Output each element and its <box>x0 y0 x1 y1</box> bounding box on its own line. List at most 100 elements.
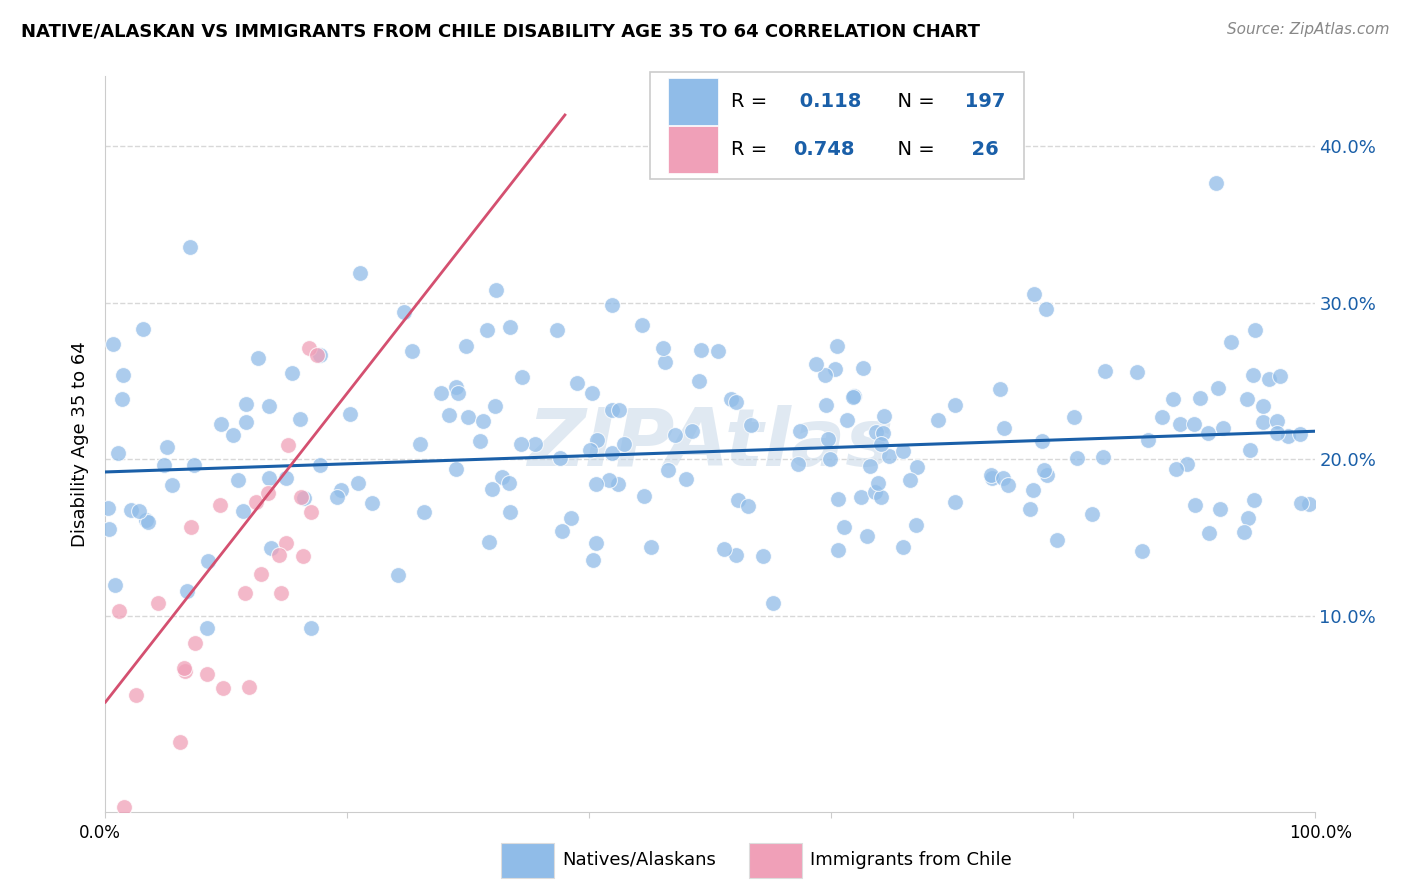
Point <box>509 437 531 451</box>
Point <box>1236 392 1258 406</box>
Point <box>1243 492 1265 507</box>
Point <box>183 458 205 472</box>
Point <box>863 485 886 500</box>
Point <box>446 462 468 476</box>
Point <box>179 240 201 254</box>
Point <box>877 449 900 463</box>
Point <box>235 415 257 429</box>
Point <box>688 374 710 388</box>
Point <box>491 470 513 484</box>
Point <box>245 495 267 509</box>
Point <box>120 503 142 517</box>
Point <box>1241 368 1264 382</box>
Point <box>457 410 479 425</box>
Point <box>104 578 127 592</box>
Point <box>257 471 280 485</box>
Point <box>387 568 409 582</box>
Point <box>195 621 218 635</box>
Point <box>681 424 703 438</box>
Point <box>346 476 368 491</box>
Point <box>326 491 349 505</box>
Point <box>132 322 155 336</box>
Point <box>270 586 292 600</box>
Point <box>548 450 571 465</box>
Point <box>298 341 321 355</box>
Point <box>274 470 297 484</box>
Point <box>1205 177 1227 191</box>
Point <box>274 536 297 550</box>
Point <box>866 476 889 491</box>
Point <box>824 361 846 376</box>
Point <box>727 493 749 508</box>
Point <box>988 382 1011 396</box>
Point <box>567 376 589 391</box>
Text: 26: 26 <box>957 140 998 159</box>
Point <box>1265 426 1288 441</box>
Point <box>156 440 179 454</box>
Point <box>184 636 207 650</box>
Point <box>299 505 322 519</box>
Point <box>827 543 849 558</box>
Point <box>817 432 839 446</box>
Point <box>640 540 662 554</box>
Point <box>891 540 914 554</box>
Point <box>713 541 735 556</box>
Point <box>1022 483 1045 498</box>
Point <box>837 413 859 427</box>
FancyBboxPatch shape <box>668 126 718 173</box>
Point <box>257 399 280 413</box>
Point <box>305 348 328 362</box>
Point <box>1209 502 1232 516</box>
Point <box>898 473 921 487</box>
Point <box>484 399 506 413</box>
Point <box>226 473 249 487</box>
Point <box>112 368 135 382</box>
Point <box>309 348 332 362</box>
Point <box>997 478 1019 492</box>
Point <box>238 680 260 694</box>
Point <box>560 510 582 524</box>
Text: N =: N = <box>886 93 942 112</box>
Point <box>481 482 503 496</box>
Text: R =: R = <box>731 140 773 159</box>
Point <box>1046 533 1069 548</box>
Point <box>652 341 675 355</box>
Point <box>1268 369 1291 384</box>
Point <box>1233 525 1256 540</box>
Point <box>339 407 361 421</box>
Point <box>1035 468 1057 483</box>
Point <box>904 518 927 533</box>
Point <box>600 446 623 460</box>
Text: 0.748: 0.748 <box>793 140 855 159</box>
Point <box>1198 526 1220 541</box>
Point <box>195 667 218 681</box>
Point <box>872 426 894 441</box>
Point <box>842 390 865 404</box>
FancyBboxPatch shape <box>650 72 1025 178</box>
Point <box>581 385 603 400</box>
Point <box>581 552 603 566</box>
Point <box>724 548 747 562</box>
Point <box>412 505 434 519</box>
Point <box>1289 496 1312 510</box>
Point <box>470 434 492 448</box>
Point <box>980 467 1002 482</box>
Point <box>1277 429 1299 443</box>
Point <box>551 524 574 538</box>
Point <box>281 367 304 381</box>
Point <box>675 472 697 486</box>
Point <box>1219 334 1241 349</box>
Point <box>1184 498 1206 512</box>
Point <box>870 437 893 451</box>
Point <box>349 266 371 280</box>
Point <box>173 661 195 675</box>
Point <box>361 496 384 510</box>
Point <box>1239 443 1261 458</box>
Point <box>814 368 837 383</box>
Point <box>269 549 291 563</box>
Point <box>825 339 848 353</box>
Point <box>607 402 630 417</box>
Point <box>724 394 747 409</box>
Point <box>107 604 129 618</box>
Point <box>600 298 623 312</box>
